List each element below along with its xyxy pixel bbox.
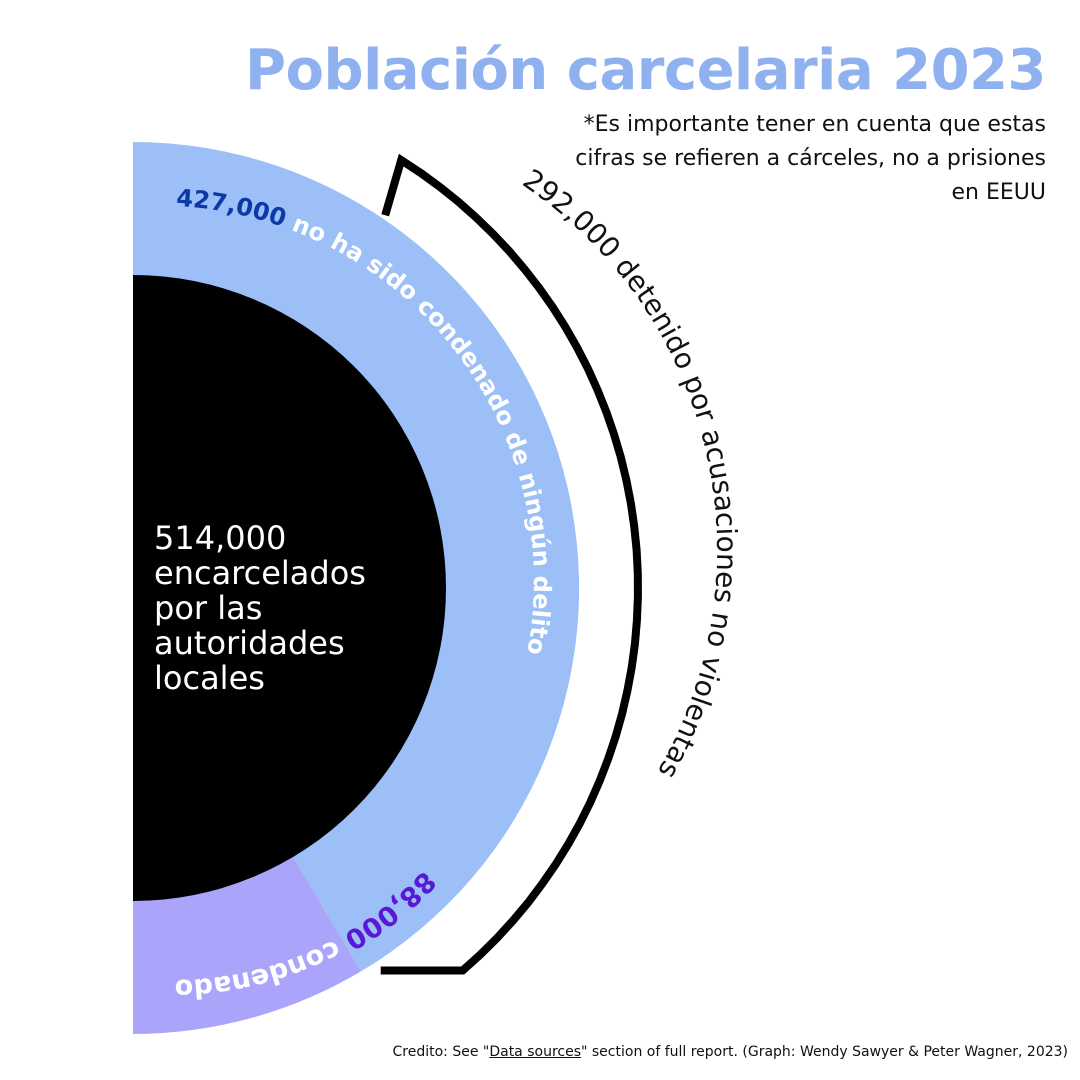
chart-subtitle: *Es importante tener en cuenta que estas… xyxy=(575,112,1046,205)
credit-note: Credito: See "Data sources" section of f… xyxy=(392,1044,1068,1060)
name-nonviolent: detenido por acusaciones no violentas xyxy=(608,250,743,784)
label-total: 514,000 encarcelados por las autoridades… xyxy=(154,519,376,697)
value-total: 514,000 xyxy=(154,519,286,557)
total-line-1: encarcelados xyxy=(154,554,366,592)
data-sources-link[interactable]: Data sources xyxy=(489,1044,581,1060)
bracket-nonviolent xyxy=(380,153,642,975)
value-nonviolent: 292,000 xyxy=(517,163,627,265)
total-line-2: por las xyxy=(154,589,262,627)
total-line-4: locales xyxy=(154,659,265,697)
center-disc xyxy=(133,275,446,901)
credit-prefix: Credito: See " xyxy=(392,1044,490,1060)
chart-title: Población carcelaria 2023 xyxy=(244,38,1047,103)
total-line-3: autoridades xyxy=(154,624,345,662)
credit-suffix: " section of full report. (Graph: Wendy … xyxy=(581,1044,1068,1060)
